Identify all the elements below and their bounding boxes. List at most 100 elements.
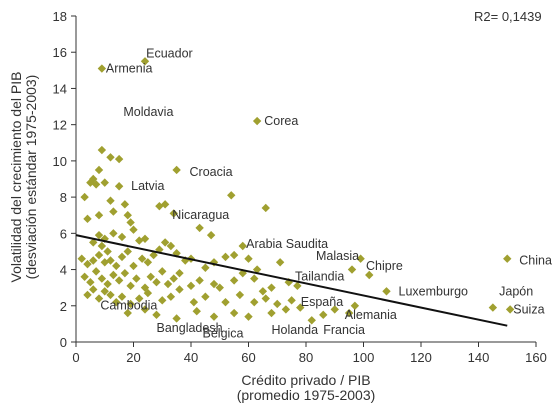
data-point-marker [235, 290, 245, 300]
y-tick-label: 14 [53, 81, 67, 96]
point-label: Armenia [106, 62, 153, 76]
data-point-marker [296, 303, 305, 312]
data-point-marker [143, 258, 153, 267]
data-point-marker [166, 292, 176, 301]
point-label: Corea [264, 114, 298, 128]
data-point-marker [80, 192, 89, 202]
data-point-marker [267, 283, 276, 292]
point-label: Ecuador [146, 46, 193, 60]
data-point-marker [106, 256, 115, 265]
data-point-marker [106, 290, 115, 300]
y-axis-title: Volatilidad del crecimiento del PIB [8, 72, 24, 283]
y-tick-label: 12 [53, 118, 67, 133]
data-point-marker [97, 145, 107, 155]
data-point-marker [100, 234, 109, 243]
data-point-marker [275, 258, 285, 267]
data-point-marker [94, 250, 104, 260]
x-tick-label: 140 [468, 350, 490, 365]
y-tick-label: 2 [60, 299, 67, 314]
data-point-marker [106, 196, 115, 205]
r-squared-annotation: R2= 0,1439 [474, 9, 542, 24]
data-point-marker [250, 274, 259, 283]
data-point-marker [195, 223, 204, 233]
x-axis-title: Crédito privado / PIB [241, 372, 370, 388]
data-point-marker [330, 305, 339, 314]
data-point-marker [229, 308, 239, 318]
x-tick-label: 100 [353, 350, 375, 365]
data-point-marker [117, 252, 127, 262]
data-point-marker [175, 285, 184, 294]
data-point-marker [287, 296, 296, 305]
data-point-marker [189, 297, 199, 307]
data-point-marker [186, 281, 196, 291]
data-point-marker [123, 308, 132, 318]
data-point-marker [109, 207, 118, 216]
data-point-marker [103, 279, 112, 289]
data-point-marker [175, 268, 184, 278]
y-tick-label: 10 [53, 154, 67, 169]
x-tick-label: 20 [126, 350, 140, 365]
point-label: Malasia [316, 249, 359, 263]
trend-line [75, 234, 508, 327]
axes: 0 2 4 6 8 10 12 14 16 18 0 20 40 60 80 100 120 140 160 [53, 9, 547, 365]
data-point-marker [319, 310, 328, 320]
data-point-marker [344, 308, 354, 318]
point-label: Japón [499, 284, 533, 298]
data-point-marker [273, 299, 282, 309]
y-tick-label: 8 [60, 190, 67, 205]
data-point-marker [238, 241, 247, 251]
point-label: Holanda [272, 323, 319, 337]
data-point-marker [120, 200, 130, 209]
data-point-marker [97, 274, 107, 283]
data-point-marker [77, 254, 86, 263]
data-point-marker [86, 178, 95, 187]
point-label: Luxemburgo [399, 284, 469, 298]
data-point-marker [160, 200, 170, 209]
data-point-marker [169, 274, 178, 283]
data-point-marker [117, 232, 127, 242]
data-point-marker [505, 305, 515, 314]
data-point-marker [221, 297, 230, 307]
data-point-marker [209, 312, 219, 321]
x-tick-label: 0 [72, 350, 79, 365]
data-point-marker [140, 283, 150, 292]
data-point-marker [488, 303, 498, 312]
data-point-marker [244, 312, 253, 321]
data-point-marker [109, 229, 118, 238]
data-point-marker [89, 238, 98, 247]
point-label: Latvia [131, 179, 164, 193]
y-tick-label: 18 [53, 9, 67, 24]
data-point-marker [169, 209, 178, 218]
data-point-marker [114, 182, 124, 191]
data-point-marker [365, 270, 374, 280]
data-point-marker [91, 180, 101, 189]
data-point-marker [83, 214, 92, 224]
data-point-marker [221, 252, 230, 262]
point-label: Croacia [190, 165, 233, 179]
point-label: Alemania [345, 308, 397, 322]
data-point-marker [267, 308, 276, 318]
data-point-marker [94, 230, 104, 240]
data-point-marker [160, 238, 170, 247]
data-point-marker [100, 287, 109, 296]
data-point-marker [250, 297, 259, 307]
data-point-marker [201, 263, 210, 272]
data-point-marker [109, 270, 118, 280]
data-point-marker [94, 165, 104, 175]
data-point-marker [158, 267, 167, 276]
point-label: Francia [323, 323, 365, 337]
data-point-marker [155, 245, 164, 254]
data-point-marker [152, 310, 161, 320]
data-point-marker [382, 287, 391, 296]
point-label: Nicaragua [172, 208, 229, 222]
data-point-marker [181, 256, 190, 265]
data-point-marker [163, 279, 173, 289]
data-point-marker [126, 218, 135, 227]
data-point-marker [350, 301, 360, 310]
data-point-marker [356, 254, 365, 263]
data-point-marker [89, 256, 98, 265]
x-tick-label: 120 [410, 350, 432, 365]
data-point-marker [206, 230, 216, 240]
y-tick-label: 6 [60, 226, 67, 241]
